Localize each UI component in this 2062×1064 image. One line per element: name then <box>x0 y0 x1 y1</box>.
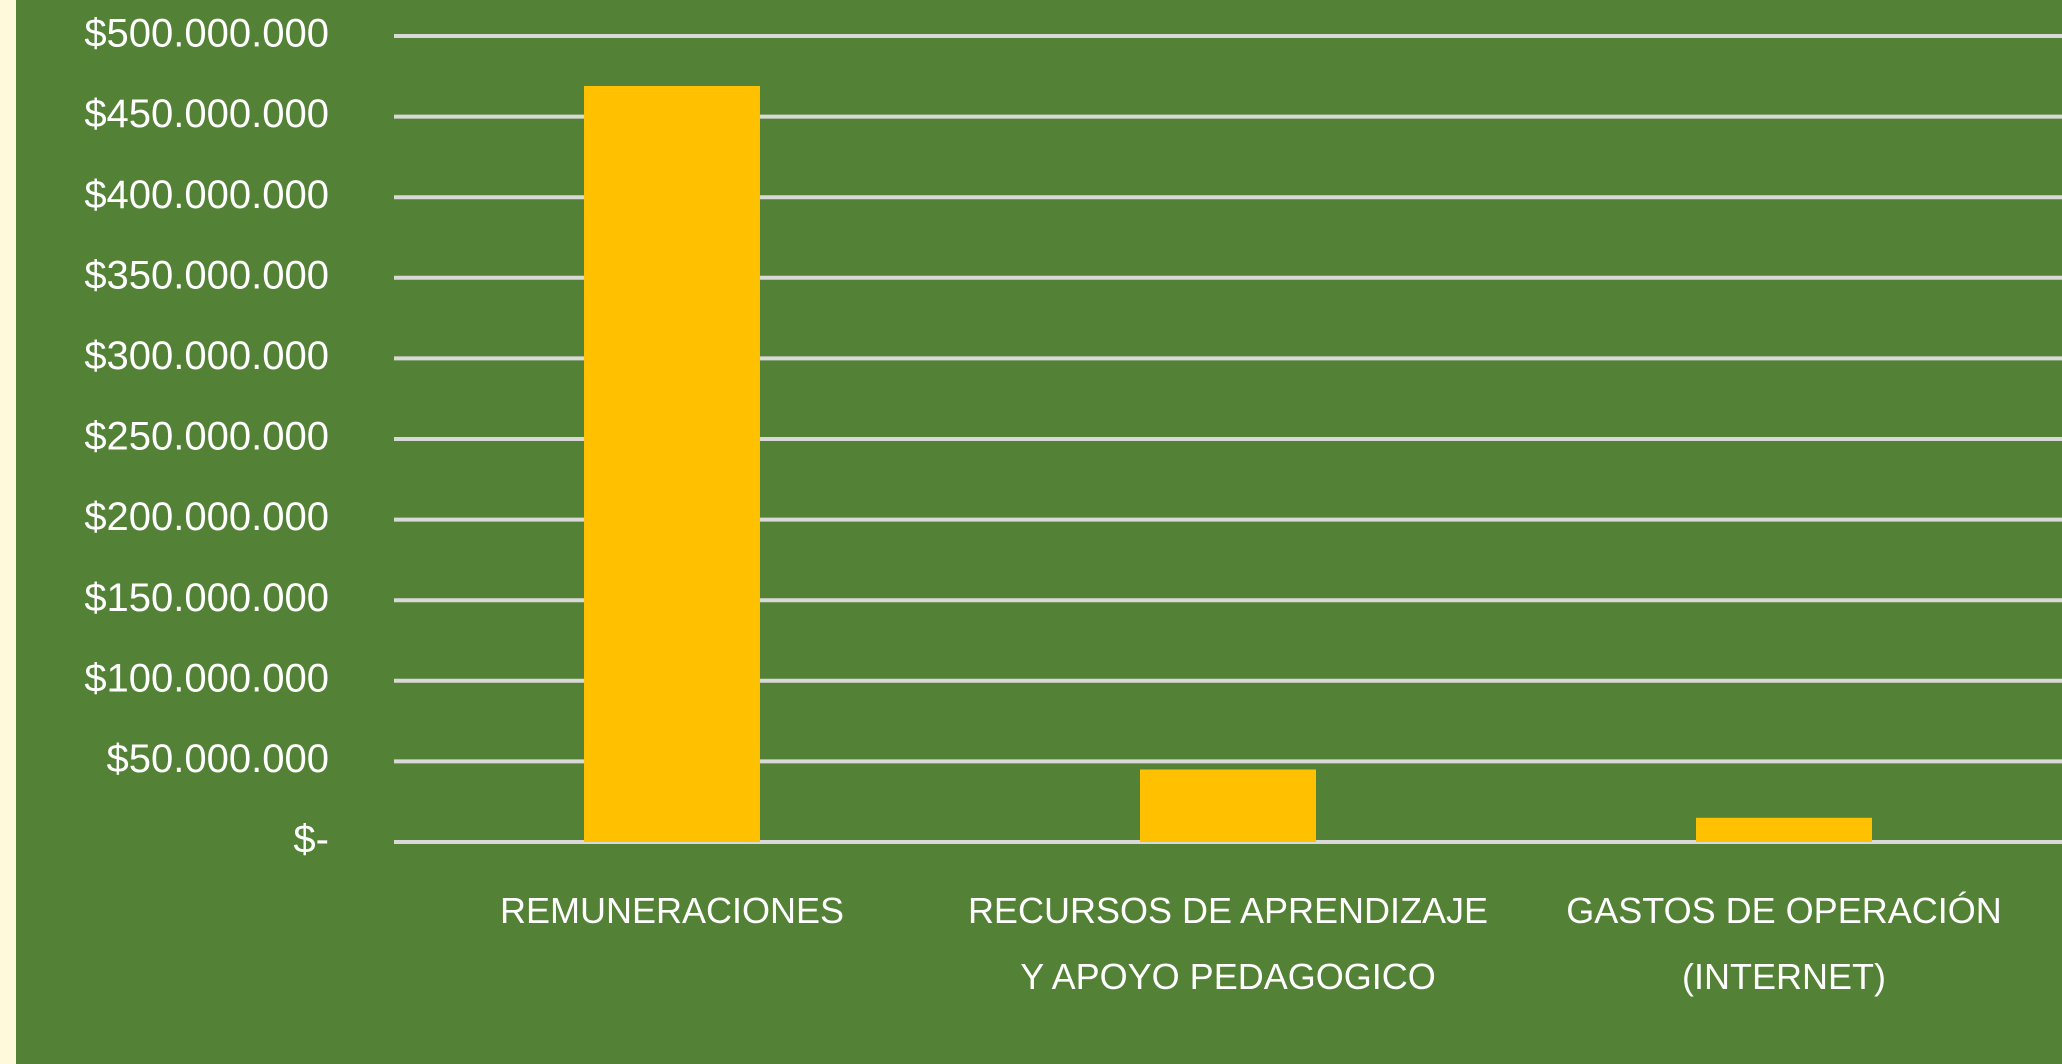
x-tick-label: REMUNERACIONES <box>499 890 845 931</box>
y-tick-label: $- <box>293 818 329 862</box>
bar <box>1140 769 1316 842</box>
x-tick-label: GASTOS DE OPERACIÓN (INTERNET) <box>1566 890 2002 997</box>
y-tick-label: $450.000.000 <box>84 92 329 136</box>
y-tick-label: $200.000.000 <box>84 495 329 539</box>
y-tick-label: $100.000.000 <box>84 656 329 700</box>
bar <box>584 85 760 843</box>
chart-background <box>16 0 2062 1064</box>
y-tick-label: $300.000.000 <box>84 334 329 378</box>
y-tick-label: $500.000.000 <box>84 12 329 56</box>
y-tick-label: $400.000.000 <box>84 173 329 217</box>
y-tick-label: $250.000.000 <box>84 415 329 459</box>
y-tick-label: $50.000.000 <box>107 737 329 781</box>
y-tick-label: $150.000.000 <box>84 576 329 620</box>
bar <box>1696 817 1872 842</box>
y-tick-label: $350.000.000 <box>84 253 329 297</box>
x-tick-label: RECURSOS DE APRENDIZAJE Y APOYO PEDAGOGI… <box>967 890 1489 997</box>
